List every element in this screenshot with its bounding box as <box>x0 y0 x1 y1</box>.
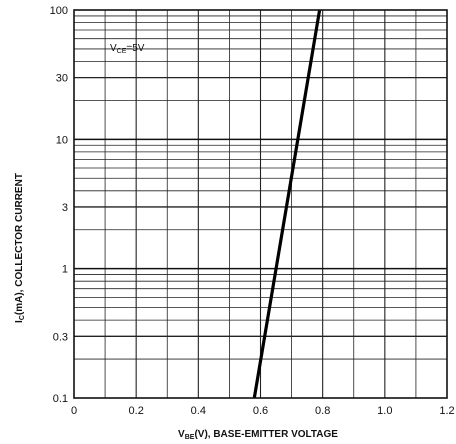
x-tick-label: 1.2 <box>439 405 454 417</box>
y-tick-label: 0.3 <box>53 331 68 343</box>
vce-annotation-main: V <box>110 43 117 54</box>
y-tick-label: 100 <box>50 5 68 17</box>
x-tick-label: 1.0 <box>377 405 392 417</box>
x-axis-title: VBE(V), BASE-EMITTER VOLTAGE <box>178 429 338 441</box>
x-tick-label: 0.2 <box>129 405 144 417</box>
vce-annotation-rest: =5V <box>126 43 144 54</box>
y-axis-title-rest: (mA), COLLECTOR CURRENT <box>14 173 25 315</box>
x-axis-title-main: V <box>178 429 185 440</box>
y-tick-labels: 0.1 0.3 1 3 10 30 100 <box>50 5 68 405</box>
plot-frame <box>73 9 448 399</box>
series-layer <box>252 9 322 399</box>
x-axis-title-rest: (V), BASE-EMITTER VOLTAGE <box>194 429 338 440</box>
x-tick-label: 0 <box>71 405 77 417</box>
y-axis-title-sub: C <box>19 315 26 320</box>
y-tick-label: 10 <box>56 134 68 146</box>
y-tick-label: 30 <box>56 73 68 85</box>
y-axis-title-main: I <box>14 320 25 323</box>
x-tick-label: 0.4 <box>191 405 206 417</box>
y-tick-label: 1 <box>62 264 68 276</box>
plot-border <box>73 9 448 399</box>
grid <box>74 10 447 398</box>
x-axis-title-sub: BE <box>185 434 195 441</box>
vce-annotation-sub: CE <box>117 48 127 55</box>
series-line-0 <box>252 9 322 399</box>
y-tick-label: 0.1 <box>53 393 68 405</box>
x-tick-labels: 0 0.2 0.4 0.6 0.8 1.0 1.2 <box>71 405 455 417</box>
x-tick-label: 0.8 <box>315 405 330 417</box>
vce-annotation: VCE=5V <box>110 43 145 55</box>
x-tick-label: 0.6 <box>253 405 268 417</box>
y-axis-title: IC(mA), COLLECTOR CURRENT <box>14 173 26 323</box>
y-tick-label: 3 <box>62 202 68 214</box>
